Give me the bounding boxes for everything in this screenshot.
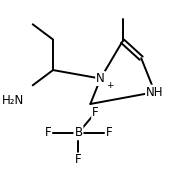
Text: +: +: [106, 81, 114, 90]
Text: F: F: [45, 126, 51, 139]
Text: H₂N: H₂N: [2, 94, 24, 107]
Text: F: F: [75, 153, 82, 166]
Text: B: B: [74, 126, 83, 139]
Text: F: F: [92, 106, 99, 119]
Text: NH: NH: [146, 86, 163, 99]
Text: N: N: [96, 72, 105, 85]
Text: F: F: [106, 126, 112, 139]
